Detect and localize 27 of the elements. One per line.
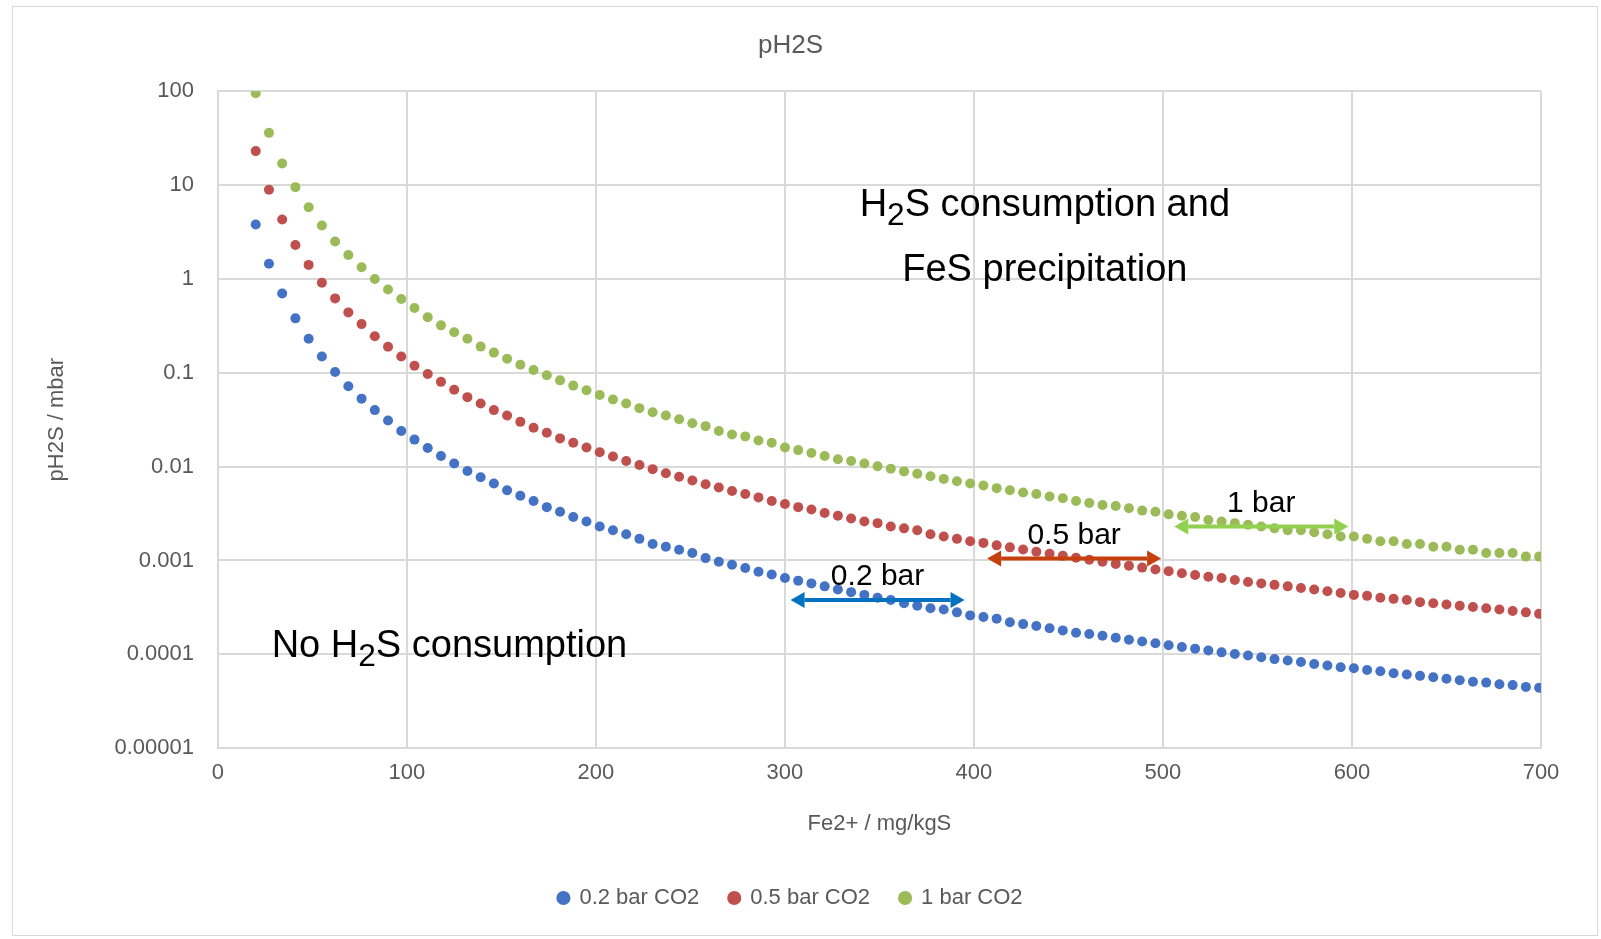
annotation: H$_{2}$S consumption and FeS precipitation [858, 181, 1232, 291]
legend-label: 0.5 bar CO2 [750, 884, 871, 910]
x-tick-label: 0 [211, 759, 225, 785]
y-tick-label: 10 [169, 171, 194, 197]
legend-label: 1 bar CO2 [921, 884, 1023, 910]
y-tick-label: 100 [157, 77, 194, 103]
y-tick-label: 0.1 [163, 358, 194, 384]
annotation: No H$_{2}$S consumption [270, 622, 629, 675]
x-tick-label: 400 [955, 759, 993, 785]
y-tick-label: 1 [181, 264, 194, 290]
y-tick-label: 0.001 [138, 546, 194, 572]
x-tick-label: 600 [1333, 759, 1371, 785]
y-tick-label: 0.01 [151, 452, 194, 478]
annotation: 1 bar [1227, 484, 1296, 518]
y-axis-title: pH2S / mbar [43, 357, 69, 482]
x-tick-label: 100 [388, 759, 426, 785]
x-axis-title: Fe2+ / mg/kgS [807, 809, 952, 835]
annotation: 0.2 bar [830, 558, 925, 592]
legend-label: 0.2 bar CO2 [579, 884, 700, 910]
annotation: 0.5 bar [1027, 516, 1121, 550]
x-tick-label: 500 [1144, 759, 1182, 785]
y-tick-label: 0.0001 [126, 640, 194, 666]
x-tick-label: 200 [577, 759, 615, 785]
x-tick-label: 300 [766, 759, 804, 785]
chart-title: pH2S [757, 28, 824, 59]
x-tick-label: 700 [1522, 759, 1560, 785]
y-tick-label: 0.00001 [114, 734, 194, 760]
